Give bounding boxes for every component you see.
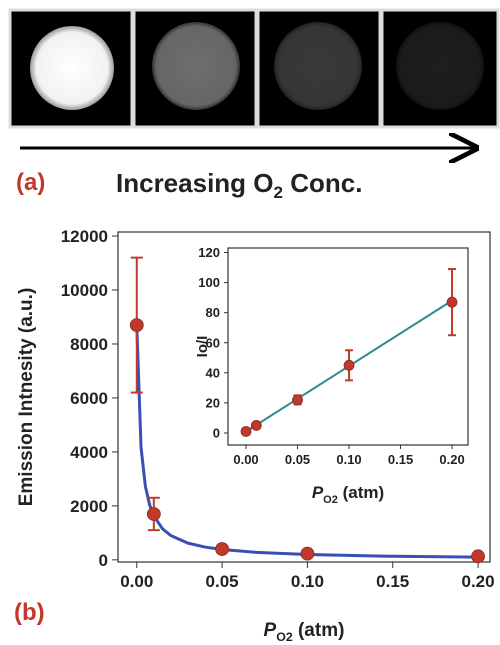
y-tick-label: 6000 bbox=[70, 389, 108, 408]
x-label-unit: (atm) bbox=[293, 620, 345, 641]
image-spot bbox=[274, 22, 362, 110]
y-tick-label: 120 bbox=[198, 245, 220, 260]
y-tick-label: 0 bbox=[99, 551, 108, 570]
x-tick-label: 0.20 bbox=[462, 572, 495, 591]
plot-frame bbox=[117, 231, 491, 563]
x-tick-label: 0.10 bbox=[291, 572, 324, 591]
y-tick-label: 12000 bbox=[61, 227, 108, 246]
caption-text: Increasing O bbox=[116, 168, 274, 198]
image-spot bbox=[152, 22, 240, 110]
data-point bbox=[471, 549, 485, 564]
x-tick-label: 0.20 bbox=[439, 452, 464, 467]
y-tick-label: 80 bbox=[206, 305, 220, 320]
x-tick-label: 0.05 bbox=[206, 572, 239, 591]
caption: Increasing O2 Conc. bbox=[116, 168, 362, 202]
panel-label: (a) bbox=[16, 169, 45, 196]
y-axis-label: Io/I bbox=[194, 336, 211, 358]
x-label-symbol: P bbox=[264, 620, 277, 641]
x-tick-label: 0.05 bbox=[285, 452, 310, 467]
x-axis-label: PO2 (atm) bbox=[312, 483, 384, 506]
data-point bbox=[240, 426, 252, 437]
data-point bbox=[129, 318, 144, 332]
x-label-symbol: P bbox=[312, 483, 324, 502]
y-tick-label: 100 bbox=[198, 275, 220, 290]
x-tick-label: 0.00 bbox=[233, 452, 258, 467]
x-tick-label: 0.10 bbox=[336, 452, 361, 467]
y-tick-label: 40 bbox=[206, 365, 220, 380]
y-tick-label: 10000 bbox=[61, 281, 108, 300]
y-tick-label: 60 bbox=[206, 335, 220, 350]
x-label-unit: (atm) bbox=[338, 483, 384, 502]
y-tick-label: 20 bbox=[206, 395, 220, 410]
y-tick-label: 4000 bbox=[70, 443, 108, 462]
x-tick-label: 0.15 bbox=[388, 452, 413, 467]
y-axis-label: Emission Intnesity (a.u.) bbox=[16, 288, 37, 507]
data-point bbox=[292, 394, 303, 406]
y-tick-label: 8000 bbox=[70, 335, 108, 354]
panel-label: (b) bbox=[14, 599, 45, 626]
x-label-subscript: O2 bbox=[276, 630, 293, 644]
image-spot bbox=[396, 22, 484, 110]
data-point bbox=[343, 359, 355, 371]
data-point bbox=[300, 546, 315, 561]
data-point bbox=[146, 507, 161, 521]
fit-line bbox=[135, 325, 479, 559]
x-tick-label: 0.15 bbox=[376, 572, 409, 591]
caption-rest: Conc. bbox=[283, 168, 362, 198]
image-strip bbox=[8, 8, 500, 129]
caption-sub: 2 bbox=[274, 183, 283, 202]
y-tick-label: 2000 bbox=[70, 497, 108, 516]
data-point bbox=[446, 296, 458, 308]
data-point bbox=[250, 420, 262, 431]
x-tick-label: 0.00 bbox=[120, 572, 153, 591]
x-axis-label: PO2 (atm) bbox=[264, 620, 345, 644]
plot-frame bbox=[227, 247, 469, 446]
image-spot bbox=[30, 26, 114, 110]
data-point bbox=[215, 542, 229, 556]
x-label-subscript: O2 bbox=[323, 494, 338, 506]
y-tick-label: 0 bbox=[213, 426, 220, 441]
